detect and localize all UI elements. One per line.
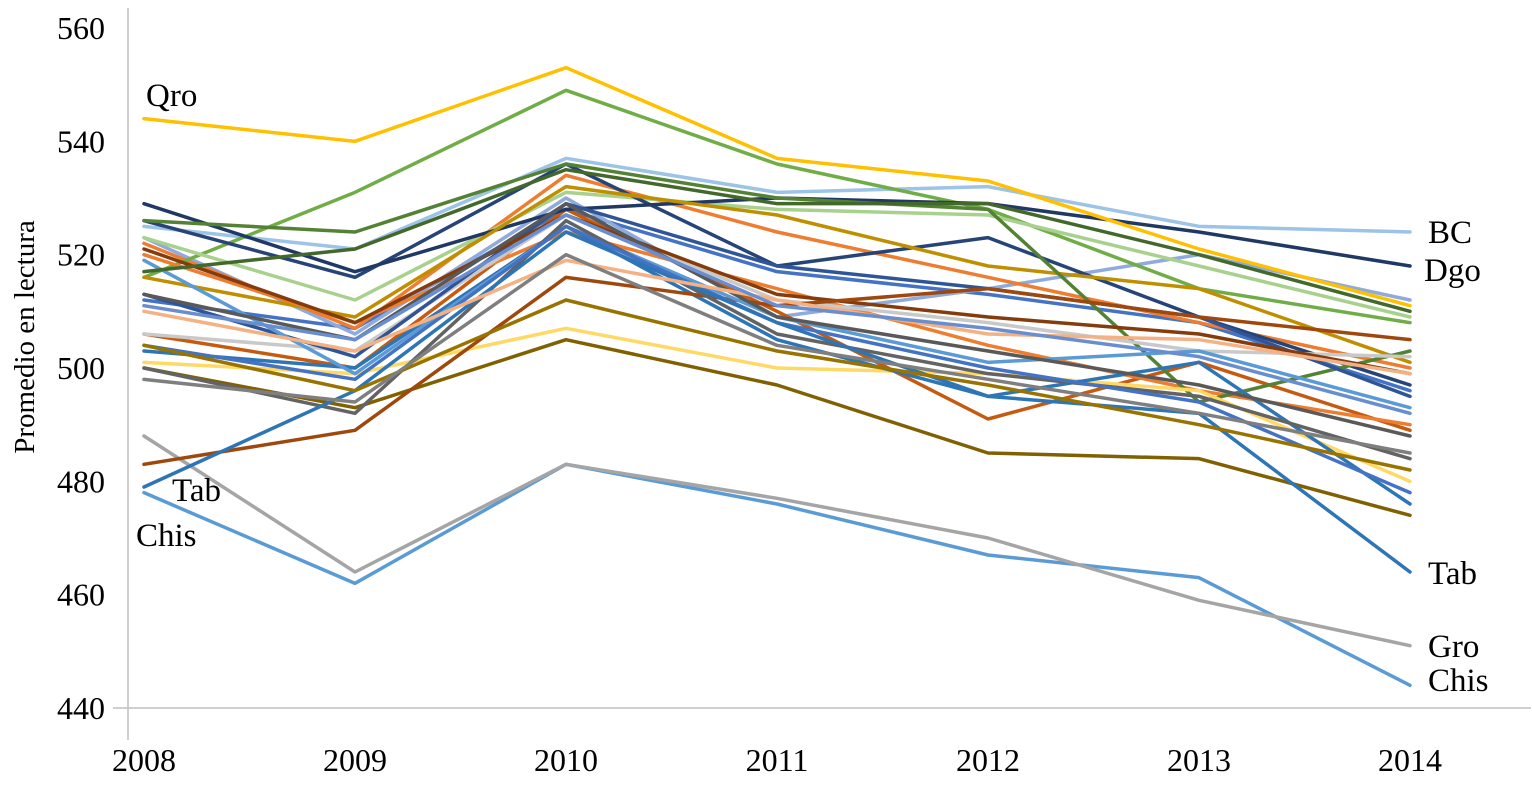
- x-tick-label-2008: 2008: [112, 742, 176, 778]
- series-line-serie-16: [142, 337, 1412, 518]
- annotation-label-qro-0: Qro: [146, 78, 197, 114]
- x-tick-label-2012: 2012: [956, 742, 1020, 778]
- series-line-serie-8: [142, 190, 1412, 319]
- series-line-serie-11: [142, 184, 1412, 365]
- y-tick-label-440: 440: [57, 690, 105, 726]
- series-line-serie-5: [142, 173, 1412, 370]
- annotation-label-tab-1: Tab: [172, 473, 221, 509]
- series-line-serie-25: [142, 218, 1412, 461]
- y-tick-label-560: 560: [57, 10, 105, 46]
- series-line-serie-20: [142, 213, 1412, 376]
- annotation-label-tab-5: Tab: [1428, 556, 1477, 592]
- annotation-label-gro-6: Gro: [1428, 629, 1479, 665]
- annotation-label-chis-7: Chis: [1428, 663, 1489, 699]
- x-tick-label-2010: 2010: [534, 742, 598, 778]
- annotation-label-dgo-4: Dgo: [1424, 253, 1481, 289]
- series-line-serie-32: [142, 252, 1412, 455]
- y-tick-label-540: 540: [57, 123, 105, 159]
- annotation-label-chis-2: Chis: [136, 518, 197, 554]
- series-line-serie-30: [142, 167, 1412, 314]
- series-line-serie-17: [142, 224, 1412, 506]
- x-tick-label-2013: 2013: [1167, 742, 1231, 778]
- y-tick-label-460: 460: [57, 577, 105, 613]
- annotation-label-bc-3: BC: [1428, 215, 1472, 251]
- y-tick-label-500: 500: [57, 350, 105, 386]
- series-line-serie-28: [142, 258, 1412, 376]
- y-tick-label-480: 480: [57, 463, 105, 499]
- x-tick-label-2011: 2011: [746, 742, 809, 778]
- series-line-serie-29: [142, 298, 1412, 472]
- x-tick-label-2009: 2009: [323, 742, 387, 778]
- series-line-Gro: [142, 434, 1412, 648]
- series-line-Chis: [142, 462, 1412, 688]
- y-tick-label-520: 520: [57, 237, 105, 273]
- y-axis-title: Promedio en lectura: [9, 220, 41, 454]
- series-line-serie-31: [142, 213, 1412, 416]
- series-line-Qro: [142, 65, 1412, 308]
- x-tick-label-2014: 2014: [1378, 742, 1442, 778]
